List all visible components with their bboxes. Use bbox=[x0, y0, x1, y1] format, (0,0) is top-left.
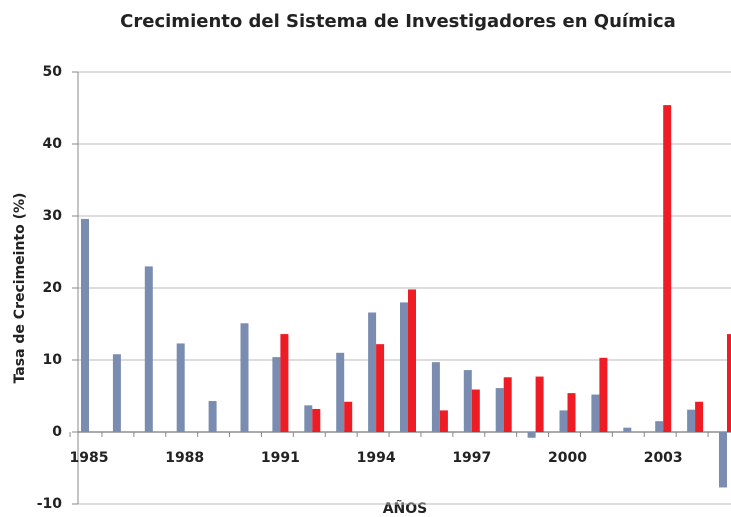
y-tick-label: 10 bbox=[43, 352, 63, 368]
bar bbox=[439, 410, 448, 432]
y-tick-label: -10 bbox=[37, 496, 63, 512]
bar bbox=[408, 289, 416, 432]
bar bbox=[431, 362, 440, 432]
bar bbox=[400, 302, 408, 432]
bar bbox=[655, 421, 664, 432]
bar bbox=[144, 266, 153, 432]
x-tick-label: 2003 bbox=[644, 450, 683, 466]
y-tick-label: 30 bbox=[43, 208, 63, 224]
bar bbox=[719, 432, 727, 488]
bar bbox=[176, 343, 185, 432]
bar bbox=[376, 344, 385, 432]
bar bbox=[495, 388, 504, 432]
bar bbox=[272, 357, 281, 432]
bar bbox=[81, 218, 89, 432]
y-tick-label: 0 bbox=[52, 424, 62, 440]
bar bbox=[280, 334, 289, 432]
x-tick-label: 1997 bbox=[452, 450, 491, 466]
bar bbox=[304, 405, 313, 432]
y-tick-label: 20 bbox=[43, 280, 63, 296]
y-tick-label: 50 bbox=[43, 64, 63, 80]
bar bbox=[695, 401, 704, 432]
x-tick-label: 1991 bbox=[261, 450, 300, 466]
bar bbox=[599, 357, 608, 432]
bar bbox=[503, 377, 512, 432]
bar bbox=[727, 334, 731, 432]
bar bbox=[687, 409, 696, 432]
bar bbox=[663, 105, 672, 433]
bar bbox=[535, 376, 544, 432]
x-tick-label: 1988 bbox=[165, 450, 204, 466]
bar bbox=[336, 352, 345, 432]
bar bbox=[527, 432, 536, 438]
y-axis-title: Tasa de Crecimeinto (%) bbox=[12, 193, 28, 384]
bar bbox=[208, 401, 217, 432]
bar bbox=[112, 354, 121, 432]
bar bbox=[344, 401, 353, 432]
x-axis-title: AÑOS bbox=[383, 500, 428, 517]
bar bbox=[559, 410, 568, 432]
bar bbox=[471, 389, 480, 432]
bar bbox=[591, 394, 600, 432]
bar bbox=[240, 323, 249, 432]
x-tick-label: 2000 bbox=[548, 450, 587, 466]
bar bbox=[368, 312, 377, 432]
bar bbox=[567, 393, 576, 432]
chart-title: Crecimiento del Sistema de Investigadore… bbox=[120, 11, 676, 32]
bar bbox=[623, 427, 632, 432]
y-tick-label: 40 bbox=[43, 136, 63, 152]
bar bbox=[463, 370, 472, 432]
bar bbox=[312, 408, 321, 432]
x-tick-label: 1985 bbox=[70, 450, 109, 466]
x-tick-label: 1994 bbox=[357, 450, 396, 466]
